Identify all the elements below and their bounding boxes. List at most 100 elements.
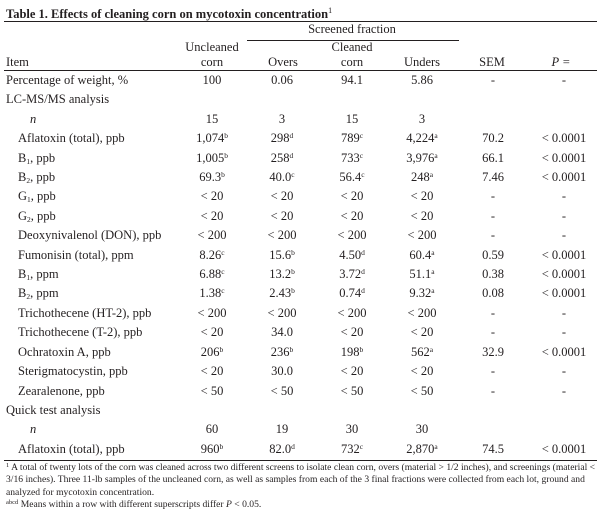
row-label: Ochratoxin A, ppb [18,344,111,359]
table-cell [528,110,600,129]
table-cell: 0.08 [482,286,504,301]
row-label: Deoxynivalenol (DON), ppb [18,228,162,243]
table-cell: < 20 [200,325,224,340]
table-cell: - [561,364,567,379]
row-label: B1, ppb [18,150,56,166]
top-rule [4,21,597,23]
table-cell: < 20 [200,364,224,379]
table-cell: 74.5 [482,441,504,456]
table-cell: 0.59 [482,247,504,262]
table-cell: < 200 [337,228,367,243]
table-cell: < 20 [410,208,434,223]
table-cell: < 200 [197,305,227,320]
table-cell: < 200 [267,305,297,320]
row-label: n [30,111,37,126]
table-cell: < 0.0001 [541,286,587,301]
footnote-2: abcd Means within a row with different s… [6,498,262,510]
table-cell: - [561,305,567,320]
table-cell: 40.0c [269,170,295,185]
row-label: B1, ppm [18,267,59,283]
table-row: Quick test analysis [0,401,600,420]
table-cell: < 20 [200,208,224,223]
spanner-header: Screened fraction [308,22,396,36]
table-row: B1, ppm 6.88c 13.2b 3.72d 51.1a 0.38 < 0.0001 [0,265,600,284]
table-row: Trichothecene (HT-2), ppb < 200 < 200 < 200… [0,304,600,323]
col-header-uncleaned: Uncleaned corn [185,40,239,69]
table-cell: 236b [270,344,294,359]
table-cell: < 20 [410,189,434,204]
table-row: Fumonisin (total), ppm 8.26c 15.6b 4.50d 60.… [0,246,600,265]
table-cell: 0.38 [482,267,504,282]
table-row: B2, ppb 69.3b 40.0c 56.4c 248a 7.46 < 0.0001 [0,168,600,187]
table-cell: < 20 [340,208,364,223]
table-row: Ochratoxin A, ppb 206b 236b 198b 562a 32.9 < 0… [0,343,600,362]
table-cell: 8.26c [199,247,225,262]
table-cell: 13.2b [269,267,295,282]
table-cell: < 0.0001 [541,344,587,359]
table-cell: < 20 [410,364,434,379]
table-cell: 32.9 [482,344,504,359]
row-label: n [30,422,37,437]
table-cell: < 0.0001 [541,267,587,282]
table-cell: - [490,383,496,398]
col-header-item: Item [6,55,29,69]
row-label: Aflatoxin (total), ppb [18,131,125,146]
table-cell: < 20 [410,325,434,340]
table-cell: - [561,228,567,243]
table-cell [528,420,600,439]
table-cell: 60.4a [409,247,435,262]
table-cell: < 0.0001 [541,170,587,185]
col-header-cleaned: Cleaned corn [331,40,373,69]
table-cell: 56.4c [339,170,365,185]
table-cell: < 0.0001 [541,131,587,146]
table-body: Percentage of weight, % 100 0.06 94.1 5.86 - -… [0,71,600,459]
table-cell: - [490,364,496,379]
row-label: B2, ppb [18,170,56,186]
table-cell: < 20 [270,189,294,204]
table-cell: 100 [202,73,222,87]
table-cell: < 20 [340,325,364,340]
table-cell: - [561,383,567,398]
table-cell: 198b [340,344,364,359]
table-cell: < 200 [407,228,437,243]
col-header-unders: Unders [403,55,441,69]
table-cell: - [561,325,567,340]
table-cell [458,420,528,439]
row-label: Aflatoxin (total), ppb [18,441,125,456]
table-cell: 1.38c [199,286,225,301]
table-row: Percentage of weight, % 100 0.06 94.1 5.86 - - [0,71,600,90]
table-cell: < 20 [340,189,364,204]
table-cell: - [490,228,496,243]
table-cell: 298d [270,131,294,146]
table-cell: 69.3b [199,170,225,185]
table-cell: 15 [345,111,359,126]
table-cell: 3.72d [339,267,365,282]
row-label: Trichothecene (HT-2), ppb [18,305,152,320]
table-cell: 0.06 [271,73,293,87]
table-cell: 6.88c [199,267,225,282]
table-cell: < 200 [337,305,367,320]
table-row: Aflatoxin (total), ppb 960b 82.0d 732c 2,870… [0,440,600,459]
table-cell: 3 [278,111,286,126]
col-header-overs: Overs [268,55,298,69]
table-cell: - [490,208,496,223]
header-rule [4,70,597,71]
table-cell: 4.50d [339,247,365,262]
table-cell: < 20 [340,364,364,379]
table-cell: < 50 [340,383,364,398]
table-row: B2, ppm 1.38c 2.43b 0.74d 9.32a 0.08 < 0.0001 [0,284,600,303]
table-cell: 34.0 [271,325,293,340]
table-row: G2, ppb < 20 < 20 < 20 < 20 - - [0,207,600,226]
table-cell: 248a [410,170,434,185]
table-row: G1, ppb < 20 < 20 < 20 < 20 - - [0,187,600,206]
row-label: Zearalenone, ppb [18,383,105,398]
row-label: G2, ppb [18,208,56,224]
data-table: Percentage of weight, % 100 0.06 94.1 5.86 - -… [0,71,600,459]
table-cell: 9.32a [409,286,435,301]
table-row: n 60 19 30 30 [0,420,600,439]
table-cell: 2.43b [269,286,295,301]
bottom-rule [4,460,597,461]
table-cell: 3,976a [406,150,438,165]
table-cell: 82.0d [269,441,295,456]
